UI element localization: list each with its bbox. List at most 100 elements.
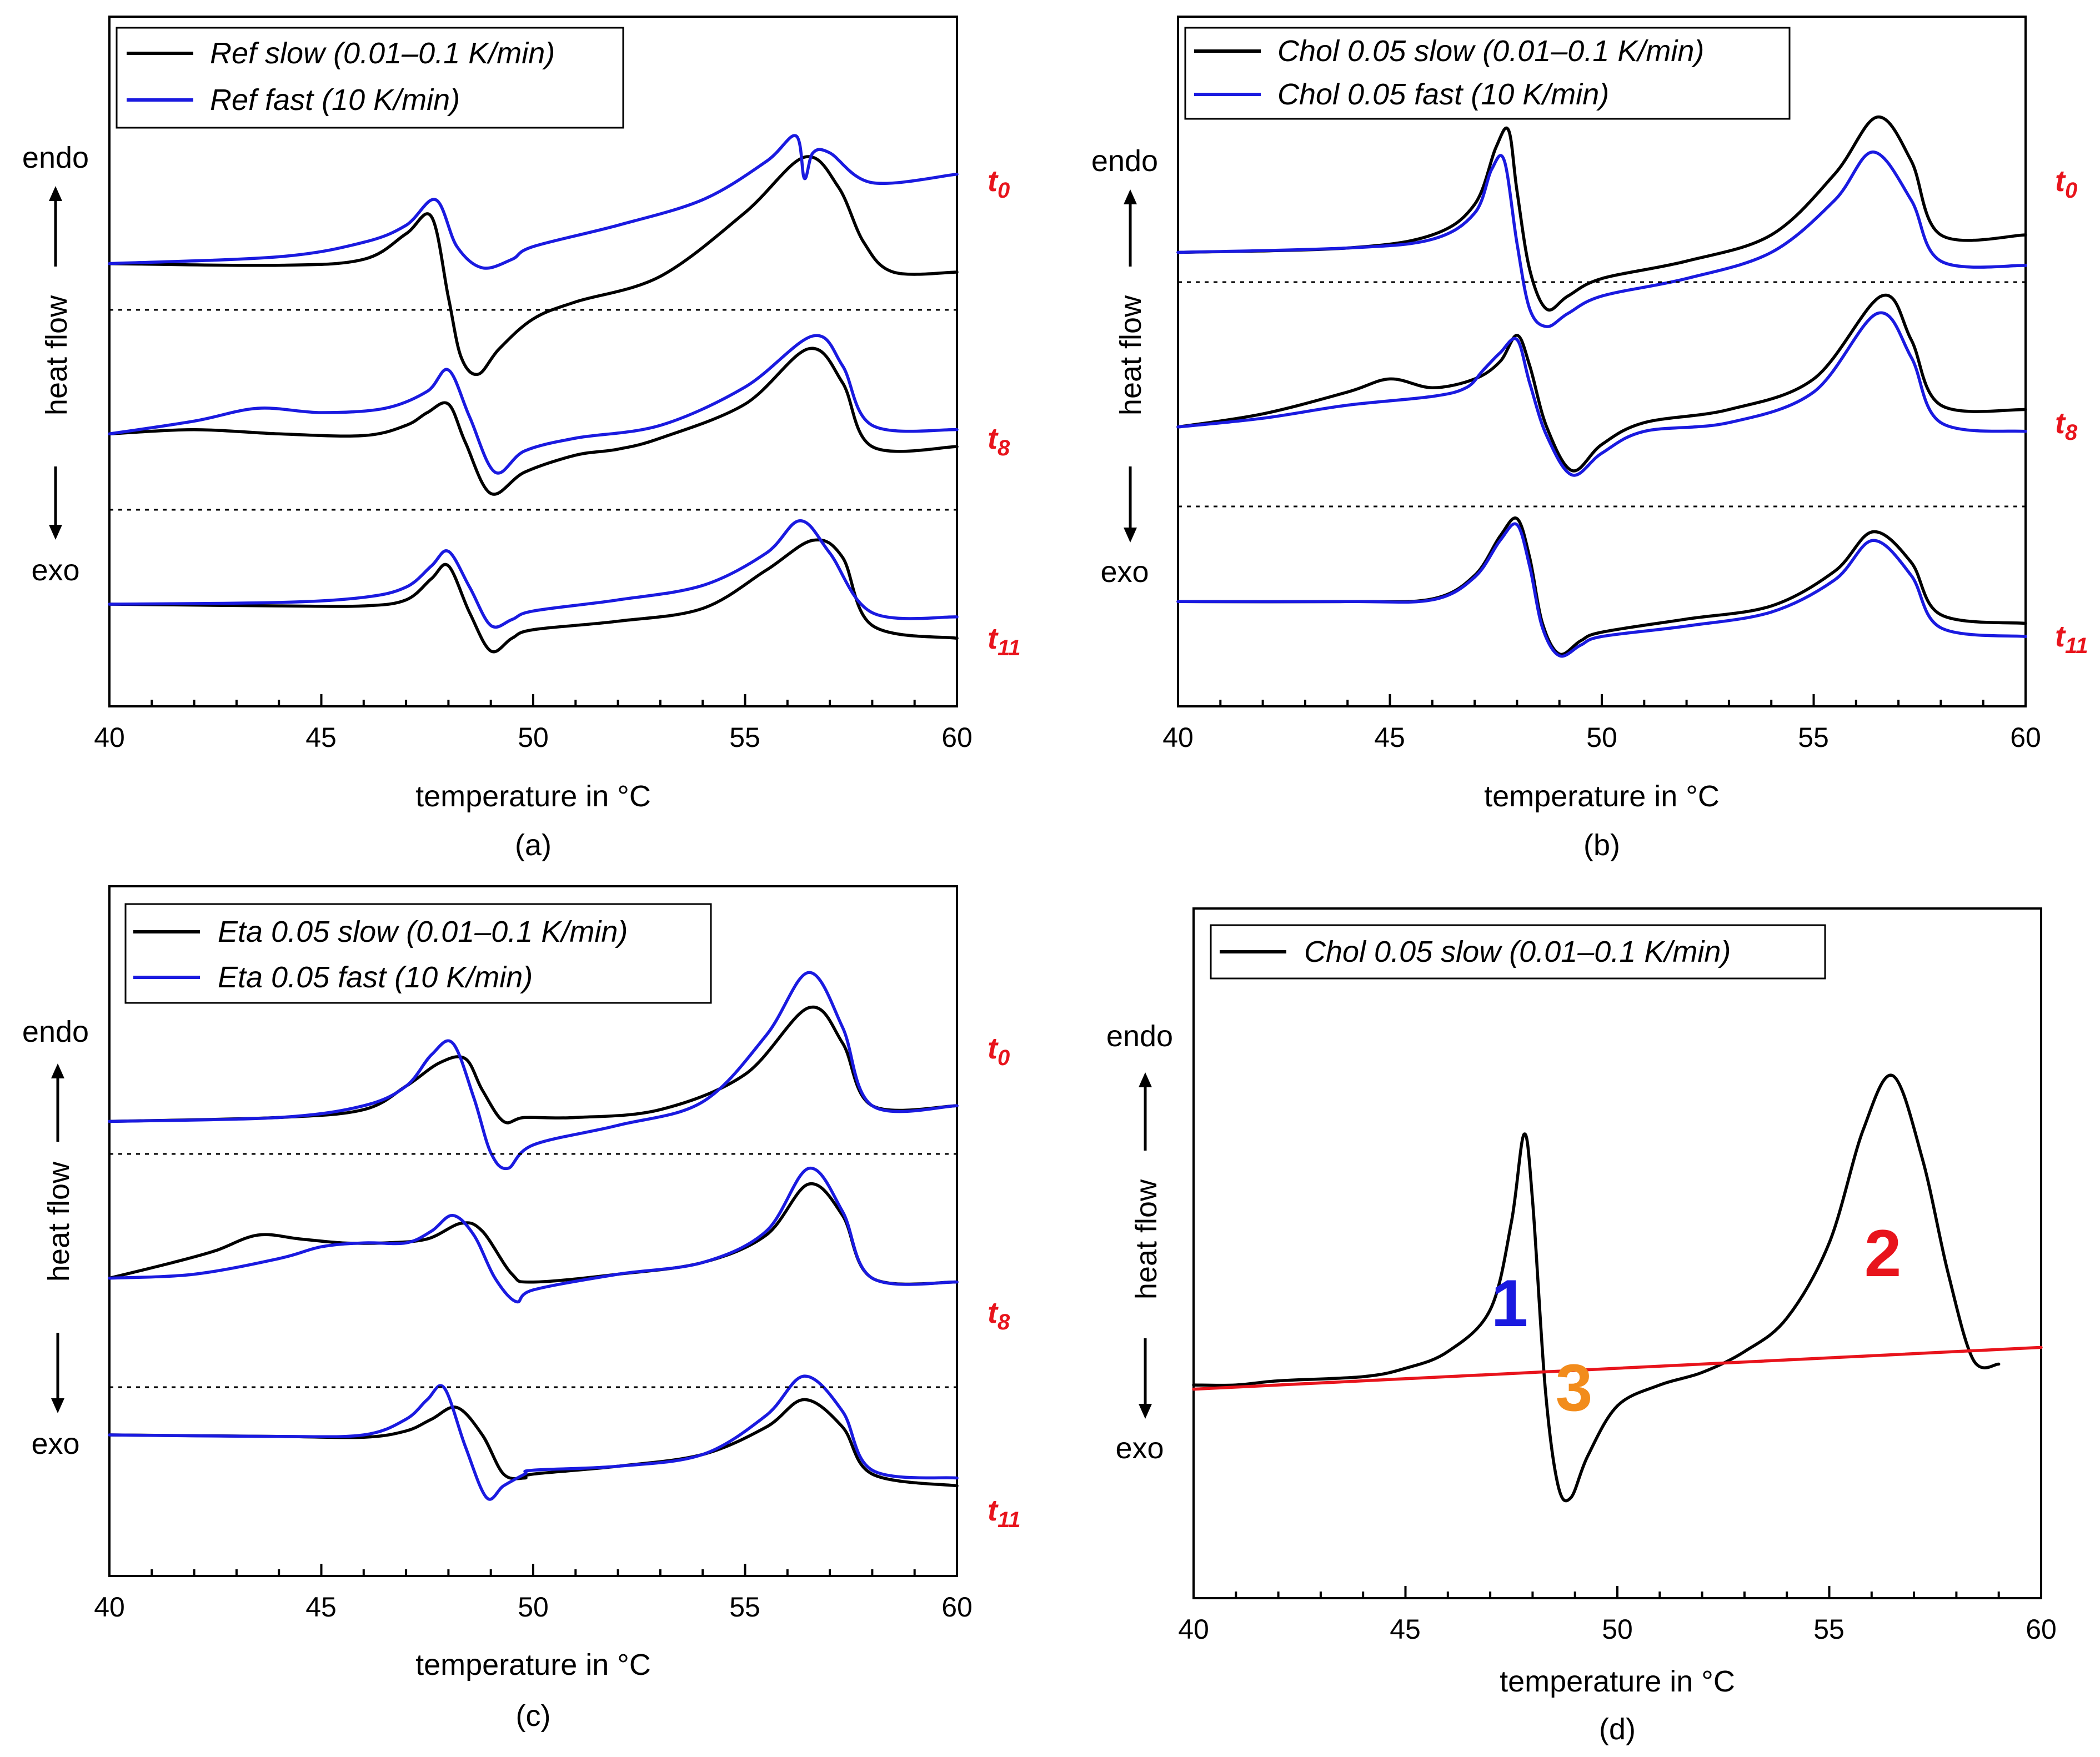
panel-c: Eta 0.05 slow (0.01–0.1 K/min) Eta 0.05 … xyxy=(22,885,1021,1733)
region-label-2: 2 xyxy=(1865,1216,1902,1291)
time-label-t8: t8 xyxy=(988,1296,1010,1334)
exo-label: exo xyxy=(1100,555,1149,589)
heat-flow-label: heat flow xyxy=(42,1161,76,1282)
legend-entry-slow: Chol 0.05 slow (0.01–0.1 K/min) xyxy=(1277,34,1704,68)
time-label-t11: t11 xyxy=(2055,620,2088,658)
series-fast-line xyxy=(108,519,959,629)
x-tick-label: 60 xyxy=(2010,722,2041,753)
legend-box xyxy=(124,903,712,1004)
series-slow-line xyxy=(108,1398,959,1488)
endo-arrowhead-icon xyxy=(51,1063,64,1078)
series-slow-line xyxy=(108,347,959,496)
series-fast-line xyxy=(108,1167,959,1304)
x-tick-label: 60 xyxy=(2026,1614,2057,1645)
legend-entry-slow: Eta 0.05 slow (0.01–0.1 K/min) xyxy=(218,915,628,948)
panel-d: Chol 0.05 slow (0.01–0.1 K/min) 40 45 50… xyxy=(1106,907,2057,1746)
time-label-t11: t11 xyxy=(988,622,1021,660)
x-tick-label: 60 xyxy=(941,1592,973,1623)
endo-label: endo xyxy=(22,1015,89,1048)
curves xyxy=(1176,116,2027,658)
series-fast-line xyxy=(1176,150,2027,328)
x-tick-label: 50 xyxy=(518,722,549,753)
legend-entry-slow: Ref slow (0.01–0.1 K/min) xyxy=(210,37,555,70)
x-tick-label: 55 xyxy=(729,722,760,753)
legend-entry-fast: Chol 0.05 fast (10 K/min) xyxy=(1277,78,1609,111)
region-label-1: 1 xyxy=(1491,1266,1528,1341)
legend-box xyxy=(116,27,624,129)
series-fast-line xyxy=(108,971,959,1171)
legend: Eta 0.05 slow (0.01–0.1 K/min) Eta 0.05 … xyxy=(124,903,712,1004)
time-label-t0: t0 xyxy=(988,1032,1010,1070)
series-slow-line xyxy=(1192,1073,2001,1503)
series-slow-line xyxy=(108,1182,959,1286)
curves xyxy=(1192,1073,2043,1503)
endo-arrowhead-icon xyxy=(1139,1072,1152,1087)
endo-arrowhead-icon xyxy=(1124,189,1137,204)
exo-label: exo xyxy=(1115,1432,1164,1465)
exo-label: exo xyxy=(31,554,79,587)
legend: Chol 0.05 slow (0.01–0.1 K/min) xyxy=(1210,924,1826,980)
panel-b: Chol 0.05 slow (0.01–0.1 K/min) Chol 0.0… xyxy=(1091,16,2088,862)
heat-flow-label: heat flow xyxy=(1114,295,1147,415)
x-tick-label: 45 xyxy=(305,722,337,753)
series-slow-line xyxy=(1176,116,2027,312)
legend-entry-slow: Chol 0.05 slow (0.01–0.1 K/min) xyxy=(1304,935,1731,968)
series-slow-line xyxy=(1176,293,2027,473)
endo-label: endo xyxy=(22,141,89,174)
time-label-t8: t8 xyxy=(988,422,1010,460)
heat-flow-label: heat flow xyxy=(40,295,73,415)
x-ticks xyxy=(108,1564,958,1576)
series-fast-line xyxy=(108,134,959,270)
panel-caption: (d) xyxy=(1599,1713,1636,1746)
x-tick-label: 45 xyxy=(305,1592,337,1623)
endo-label: endo xyxy=(1091,144,1158,178)
curves xyxy=(108,134,959,654)
legend: Ref slow (0.01–0.1 K/min) Ref fast (10 K… xyxy=(116,27,624,129)
time-label-t8: t8 xyxy=(2055,406,2078,445)
time-label-t0: t0 xyxy=(988,164,1010,203)
endo-arrowhead-icon xyxy=(49,186,62,201)
x-axis-label: temperature in °C xyxy=(415,1648,651,1681)
legend-box xyxy=(1210,924,1826,980)
series-slow-line xyxy=(108,538,959,654)
heat-flow-label: heat flow xyxy=(1130,1179,1163,1299)
exo-arrowhead-icon xyxy=(1124,528,1137,543)
exo-label: exo xyxy=(31,1427,79,1460)
time-label-t0: t0 xyxy=(2055,164,2077,203)
panel-caption: (c) xyxy=(516,1699,551,1733)
x-tick-label: 55 xyxy=(1813,1614,1845,1645)
legend-entry-fast: Eta 0.05 fast (10 K/min) xyxy=(218,961,533,994)
x-ticks xyxy=(108,694,958,706)
x-ticks xyxy=(1192,1586,2042,1598)
legend-box xyxy=(1184,27,1791,120)
baseline-line xyxy=(1192,1346,2043,1391)
panel-caption: (b) xyxy=(1583,829,1620,862)
series-slow-line xyxy=(108,1005,959,1125)
series-fast-line xyxy=(108,1374,959,1501)
x-axis-label: temperature in °C xyxy=(415,780,651,813)
x-tick-label: 50 xyxy=(1586,722,1617,753)
region-label-3: 3 xyxy=(1556,1351,1593,1425)
x-tick-label: 50 xyxy=(1602,1614,1633,1645)
x-tick-label: 45 xyxy=(1390,1614,1421,1645)
exo-arrowhead-icon xyxy=(49,525,62,540)
curves xyxy=(108,971,959,1501)
exo-arrowhead-icon xyxy=(51,1398,64,1413)
x-tick-label: 60 xyxy=(941,722,973,753)
x-tick-label: 40 xyxy=(94,722,125,753)
x-ticks xyxy=(1177,694,2027,706)
axes-frame xyxy=(1192,907,2042,1599)
x-axis-label: temperature in °C xyxy=(1484,780,1720,813)
time-label-t11: t11 xyxy=(988,1494,1021,1532)
series-slow-line xyxy=(108,155,959,376)
legend-entry-fast: Ref fast (10 K/min) xyxy=(210,83,460,117)
series-fast-line xyxy=(1176,522,2027,658)
x-tick-label: 40 xyxy=(94,1592,125,1623)
endo-label: endo xyxy=(1106,1020,1173,1053)
panel-caption: (a) xyxy=(515,829,552,862)
series-fast-line xyxy=(1176,311,2027,477)
x-tick-label: 40 xyxy=(1162,722,1194,753)
x-tick-label: 55 xyxy=(729,1592,760,1623)
x-tick-label: 50 xyxy=(518,1592,549,1623)
